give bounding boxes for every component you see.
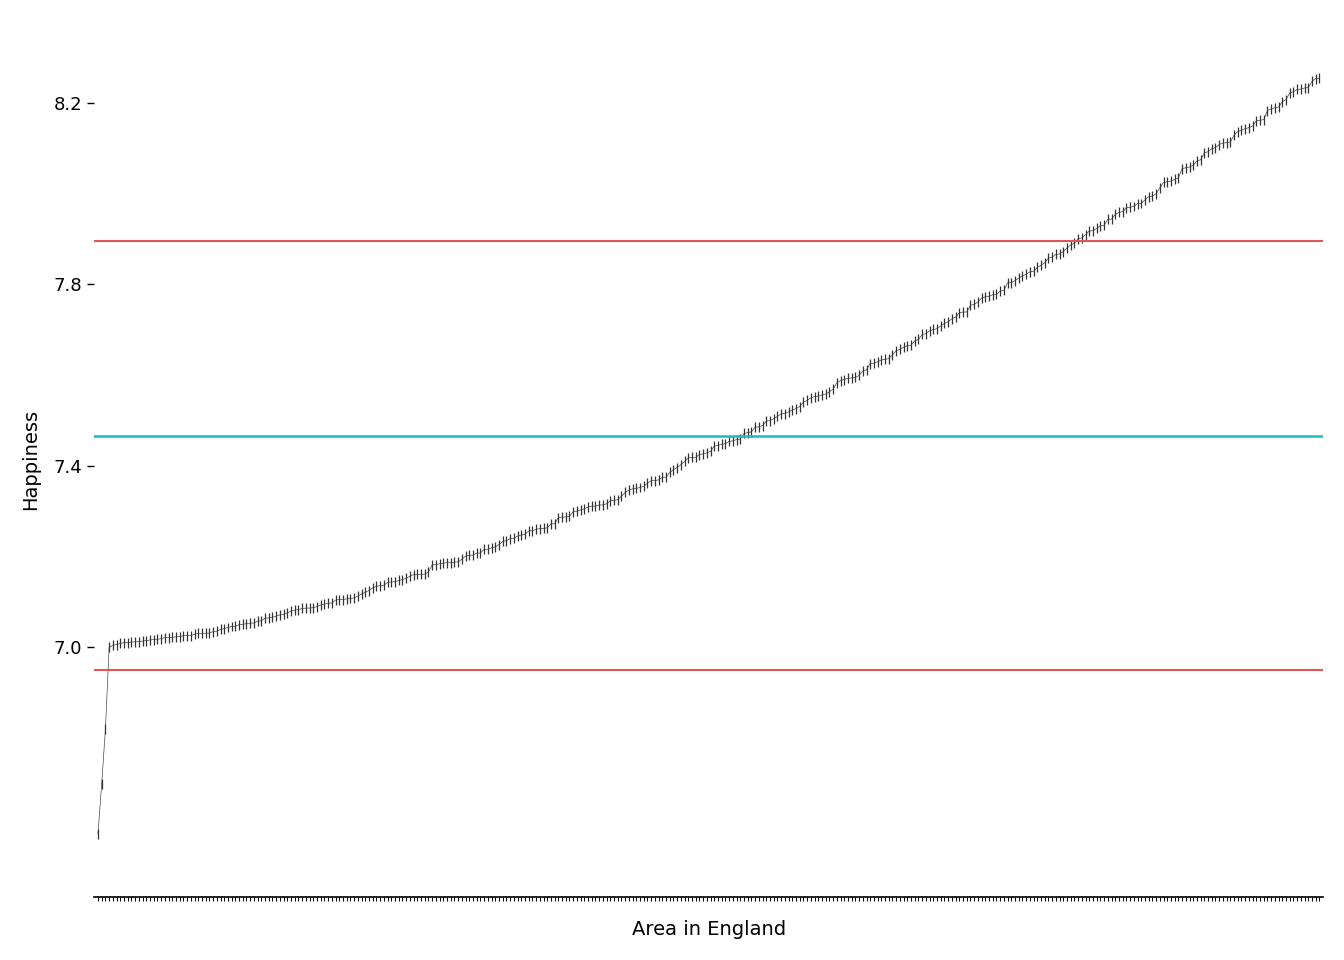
X-axis label: Area in England: Area in England	[632, 921, 786, 939]
Y-axis label: Happiness: Happiness	[22, 408, 40, 510]
